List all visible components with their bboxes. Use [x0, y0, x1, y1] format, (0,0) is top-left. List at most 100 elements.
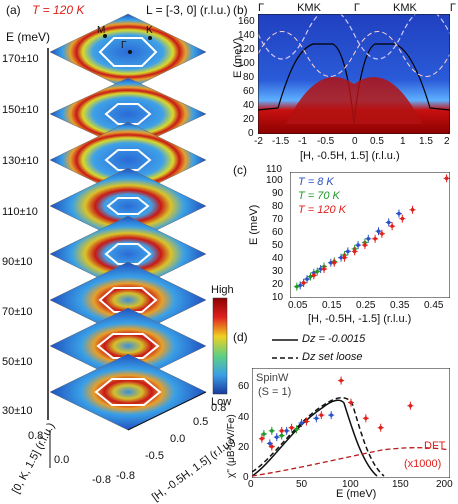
- b-xtick-1: -1.5: [272, 136, 290, 147]
- k-tick-2: 0.0: [54, 454, 70, 466]
- b-ytick-120: 120: [238, 44, 255, 55]
- b-ytick-40: 40: [243, 100, 255, 111]
- energy-slice-150: 150±10: [2, 104, 39, 116]
- h-tick-4: 0.5: [193, 416, 209, 428]
- panel-c-xlabel: [H, -0.5H, -1.5] (r.l.u.): [308, 313, 412, 325]
- energy-slice-90: 90±10: [2, 256, 33, 268]
- b-ytick-0: 0: [248, 128, 254, 139]
- energy-slice-130: 130±10: [2, 155, 39, 167]
- c-point-2-2: [321, 265, 328, 274]
- d-ytick-60: 60: [238, 381, 250, 392]
- top-label-9: Γ: [449, 2, 456, 14]
- c-point-2-3: [331, 258, 338, 267]
- d-ytick-40: 40: [238, 412, 250, 423]
- d-ytick-0: 0: [243, 472, 249, 483]
- c-point-2-0: [300, 278, 307, 287]
- b-xtick-0: -2: [254, 136, 263, 147]
- c-ytick-20: 20: [272, 279, 284, 290]
- panel-a-label: (a): [6, 3, 21, 17]
- d-point-2-5: [318, 411, 325, 420]
- c-ytick-70: 70: [272, 214, 284, 225]
- top-label-5: Γ: [353, 2, 360, 14]
- b-ytick-160: 160: [238, 16, 255, 27]
- legend-c-70k-text: T = 70 K: [298, 190, 340, 202]
- d-point-1-3: [293, 425, 300, 434]
- b-xtick-6: 1: [400, 136, 406, 147]
- top-label-1: Γ: [258, 2, 265, 14]
- c-point-2-5: [351, 247, 358, 256]
- c-ytick-30: 30: [272, 266, 284, 277]
- c-point-2-11: [409, 205, 416, 214]
- panel-d-xlabel: E (meV): [336, 488, 377, 500]
- b-xtick-8: 2: [444, 136, 450, 147]
- panel-b-top-labels: Γ KMK Γ KMK Γ: [258, 2, 456, 14]
- panel-b-plot: [258, 14, 450, 134]
- d-point-2-0: [258, 434, 265, 443]
- d-xtick-0: 0: [248, 479, 254, 490]
- d-point-1-1: [268, 426, 275, 435]
- panel-d-ylabel: χ'' (μB²/eV/Fe): [226, 414, 237, 478]
- top-label-4: K: [313, 2, 321, 14]
- b-ytick-100: 100: [238, 58, 255, 69]
- b-ytick-80: 80: [243, 72, 255, 83]
- c-xtick-0: 0.05: [288, 300, 308, 311]
- c-xtick-3: 0.35: [390, 300, 410, 311]
- d-xtick-150: 150: [392, 479, 409, 490]
- d-point-0-3: [298, 419, 305, 427]
- panel-c-plot: [290, 172, 450, 298]
- d-point-1-0: [260, 430, 267, 438]
- d-point-2-4: [303, 417, 310, 426]
- c-point-0-9: [375, 227, 382, 236]
- c-ytick-10: 10: [272, 292, 284, 303]
- energy-slice-70: 70±10: [2, 306, 33, 318]
- l-range-label: L = [-3, 0] (r.l.u.): [146, 3, 231, 17]
- c-ytick-90: 90: [272, 188, 284, 199]
- colorbar-high: High: [211, 284, 234, 296]
- c-point-0-6: [344, 247, 351, 256]
- d-xtick-50: 50: [296, 479, 308, 490]
- b-xtick-5: 0.5: [370, 136, 384, 147]
- spinw-label: SpinW: [256, 372, 289, 384]
- c-point-2-8: [378, 229, 385, 238]
- point-m: M: [97, 25, 106, 36]
- c-point-2-4: [341, 253, 348, 262]
- k-tick-3: -0.8: [92, 474, 111, 486]
- c-point-2-1: [310, 271, 317, 280]
- energy-slice-50: 50±10: [2, 356, 33, 368]
- c-point-1-3: [314, 267, 321, 276]
- c-xtick-2: 0.25: [356, 300, 376, 311]
- legend-c-120k-text: T = 120 K: [298, 204, 347, 216]
- top-label-6: K: [392, 2, 401, 14]
- legend-d-dashed: Dz set loose: [302, 351, 363, 363]
- top-label-3: M: [304, 2, 314, 14]
- h-tick-5: 0.8: [211, 402, 227, 414]
- b-xtick-4: 0: [352, 136, 358, 147]
- c-point-2-7: [372, 234, 379, 243]
- c-point-0-10: [385, 218, 392, 227]
- energy-axis-label: E (meV): [6, 30, 51, 44]
- d-point-0-4: [313, 414, 320, 423]
- legend-d-solid: Dz = -0.0015: [302, 333, 366, 345]
- d-point-2-2: [278, 426, 285, 435]
- top-label-7: M: [400, 2, 410, 14]
- c-point-0-7: [355, 241, 362, 250]
- h-tick-1: -0.8: [116, 470, 135, 482]
- c-point-2-6: [361, 241, 368, 250]
- b-ytick-140: 140: [238, 30, 255, 41]
- d-point-2-1: [268, 442, 275, 451]
- d-point-2-7: [348, 398, 354, 407]
- b-xtick-3: -0.5: [317, 136, 335, 147]
- temperature-label: T = 120 K: [32, 3, 85, 17]
- energy-slice-110: 110±10: [2, 206, 38, 218]
- b-ytick-60: 60: [243, 86, 255, 97]
- panel-b-xlabel: [H, -0.5H, 1.5] (r.l.u.): [300, 150, 400, 162]
- c-ytick-110: 110: [266, 164, 282, 175]
- dft-factor: (x1000): [404, 458, 442, 470]
- h-tick-2: -0.5: [145, 450, 164, 462]
- spinw-s: (S = 1): [258, 386, 292, 398]
- h-tick-3: 0.0: [170, 433, 186, 445]
- d-point-0-1: [273, 433, 280, 442]
- b-xtick-7: 1.5: [419, 136, 433, 147]
- legend-c-120k: T = 120 K: [298, 204, 346, 216]
